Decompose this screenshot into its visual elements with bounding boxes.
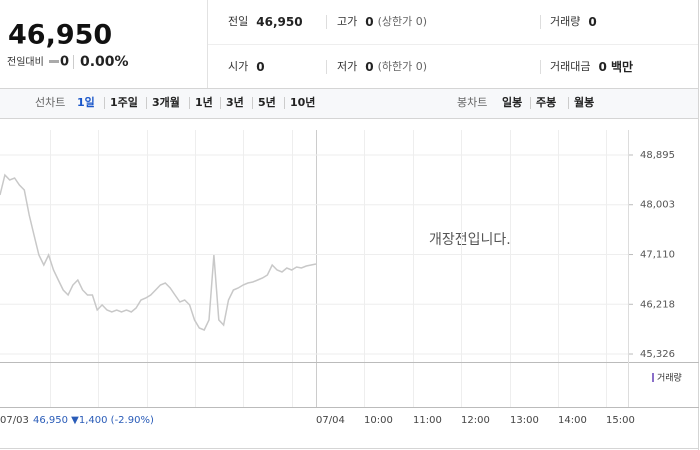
period-button[interactable]: 주봉 <box>536 96 556 109</box>
price: 46,950 <box>8 20 112 51</box>
y-tick-label: 46,218 <box>640 299 675 310</box>
stat-value: 0 <box>365 60 373 74</box>
volume-legend: 거래량 <box>657 372 682 384</box>
stat-note: (하한가 0) <box>378 59 427 73</box>
period-button[interactable]: 1년 <box>195 95 213 109</box>
x-tick-label: 07/03 <box>0 415 29 426</box>
stat-value: 0 <box>256 60 264 74</box>
change: 0 <box>60 55 69 70</box>
y-tick-label: 48,003 <box>640 200 675 211</box>
period-button[interactable]: 월봉 <box>574 95 594 109</box>
price-line <box>0 173 317 331</box>
stat: 거래대금 0 백만 <box>550 59 633 74</box>
stat-label: 저가 <box>337 60 357 73</box>
stat: 거래량 0 <box>550 15 597 29</box>
stat-value: 0 <box>588 15 596 29</box>
y-tick-label: 48,895 <box>640 150 675 161</box>
stat: 전일 46,950 <box>228 14 303 29</box>
stat-value: 0 <box>365 15 373 29</box>
period-button[interactable]: 5년 <box>258 95 276 109</box>
period-button[interactable]: 10년 <box>290 95 315 109</box>
candle-chart-label: 봉차트 <box>457 96 487 109</box>
line-chart-label: 선차트 <box>35 96 65 109</box>
x-tick-label: 15:00 <box>606 415 635 426</box>
x-tick-label: 14:00 <box>558 415 587 426</box>
period-button[interactable]: 1주일 <box>110 95 138 109</box>
stat-label: 시가 <box>228 60 248 73</box>
period-button[interactable]: 3개월 <box>152 95 180 109</box>
stat-note: (상한가 0) <box>378 15 427 28</box>
stat-label: 거래량 <box>550 15 580 28</box>
summary: 46,950 ▼1,400 (-2.90%) <box>33 415 154 426</box>
x-tick-label: 11:00 <box>413 415 442 426</box>
stat: 고가 0 (상한가 0) <box>337 15 427 29</box>
change-pct: 0.00% <box>80 54 129 70</box>
stat-label: 거래대금 <box>550 60 590 73</box>
toolbar-bg <box>0 88 699 118</box>
y-tick-label: 47,110 <box>640 250 675 261</box>
y-tick-label: 45,326 <box>640 349 675 360</box>
stat-value: 46,950 <box>256 15 302 29</box>
flat-icon <box>49 60 59 63</box>
stat-value: 0 백만 <box>598 59 633 74</box>
annotation: 개장전입니다. <box>429 232 511 248</box>
stat: 저가 0 (하한가 0) <box>337 59 427 74</box>
x-tick-label: 07/04 <box>316 415 345 426</box>
x-tick-label: 13:00 <box>510 415 539 426</box>
x-tick-label: 10:00 <box>364 415 393 426</box>
stat-label: 고가 <box>337 15 357 28</box>
stat: 시가 0 <box>228 60 265 74</box>
x-tick-label: 12:00 <box>461 415 490 426</box>
period-button[interactable]: 일봉 <box>502 95 522 109</box>
stat-label: 전일 <box>228 14 248 28</box>
period-button[interactable]: 3년 <box>226 95 244 109</box>
legend-swatch <box>652 373 654 382</box>
change-label: 전일대비 <box>7 56 44 68</box>
period-button[interactable]: 1일 <box>77 95 95 109</box>
